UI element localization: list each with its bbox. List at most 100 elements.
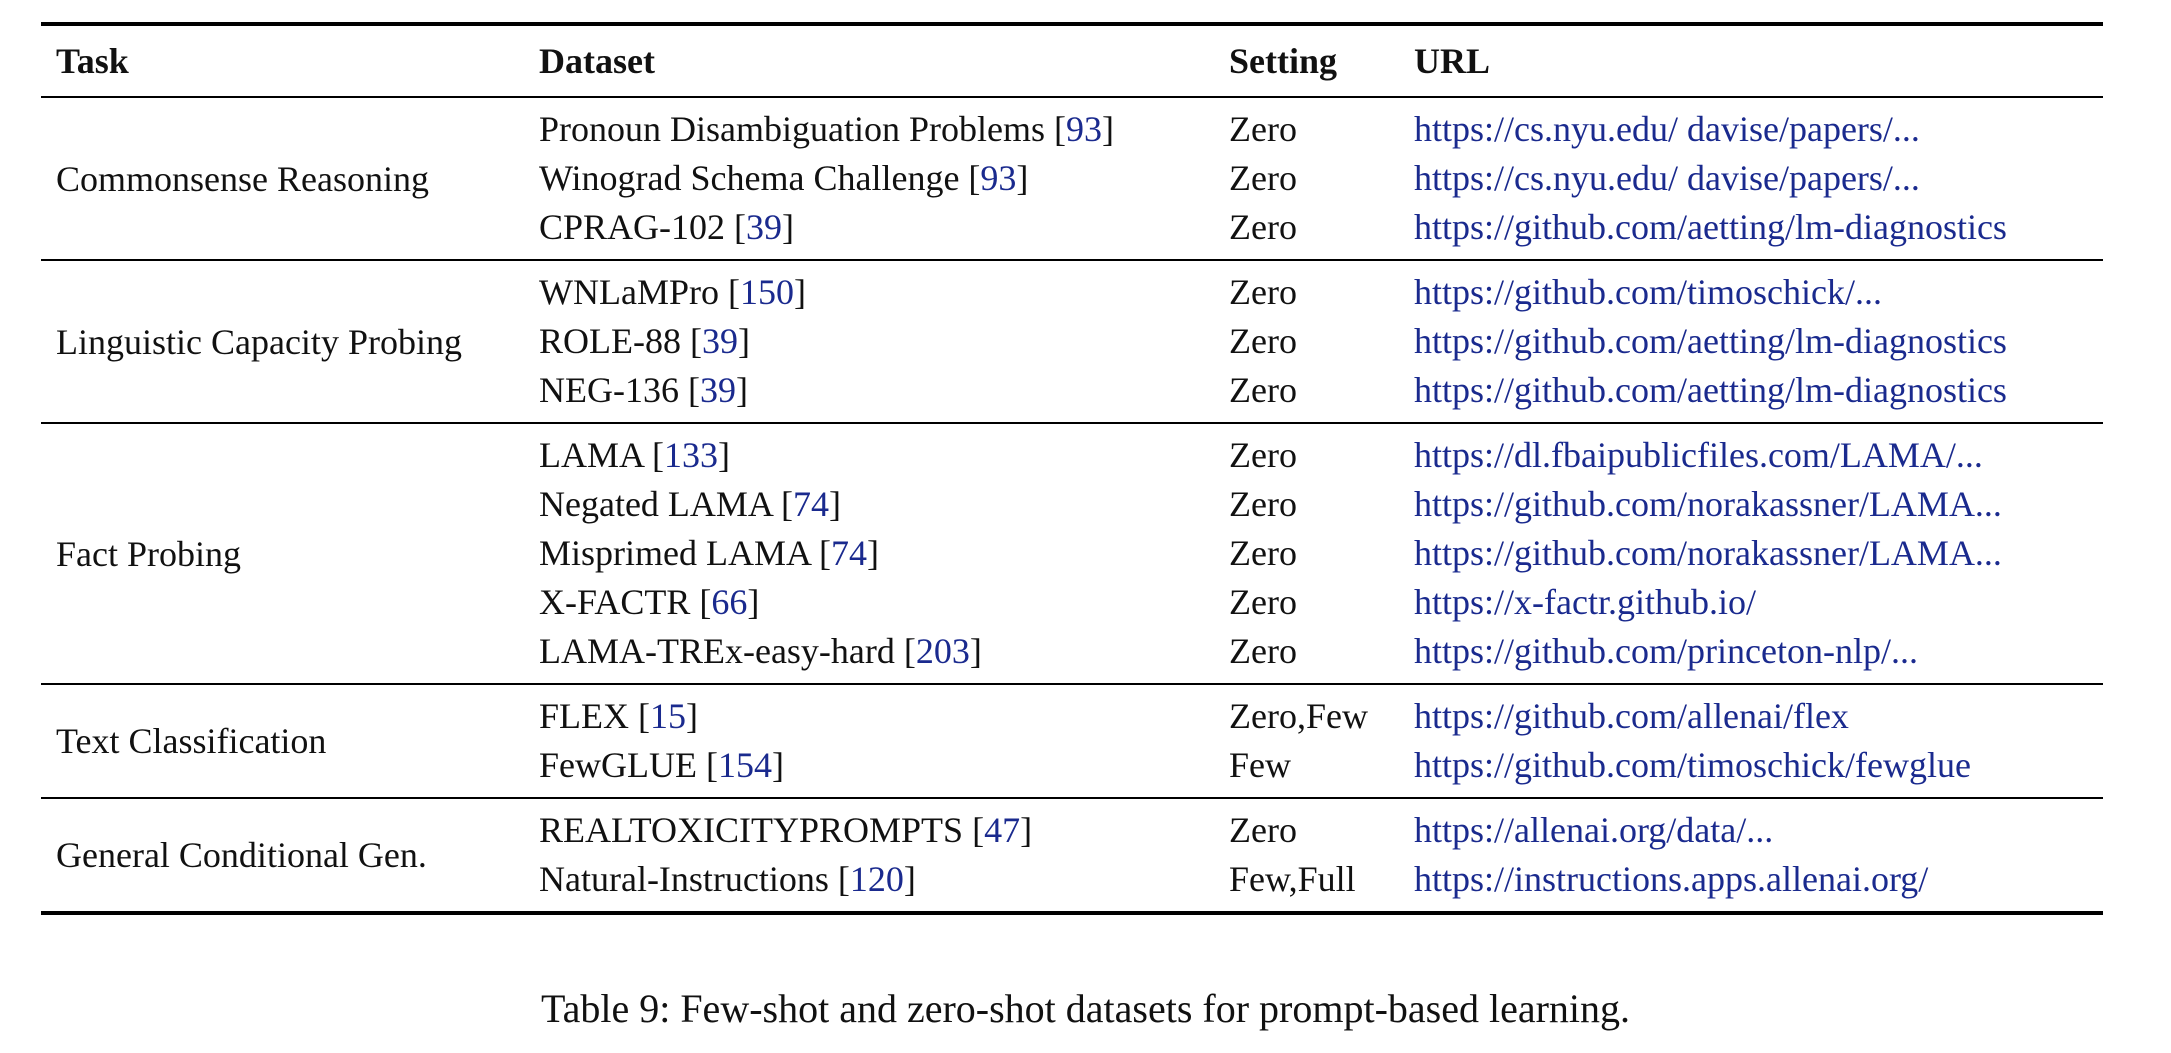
table-row: LAMA-TREx-easy-hard [203] Zero https://git… [41,626,2103,675]
citation-link[interactable]: 203 [915,631,970,671]
citation-link[interactable]: 120 [849,859,904,899]
url-link[interactable]: https://x-factr.github.io/ [1414,582,1756,622]
dataset-name: ROLE-88 [539,321,681,361]
citation-link[interactable]: 66 [711,582,748,622]
dataset-name: LAMA-TREx-easy-hard [539,631,895,671]
task-group: Commonsense Reasoning Pronoun Disambiguat… [41,98,2103,259]
setting-cell: Zero [1229,158,1297,198]
task-group: General Conditional Gen. REALTOXICITYPROM… [41,797,2103,911]
dataset-cell: Natural-Instructions [120] [539,859,916,899]
url-link[interactable]: https://cs.nyu.edu/ davise/papers/... [1414,109,1920,149]
task-label: Text Classification [56,721,327,761]
citation-link[interactable]: 154 [717,745,772,785]
citation-link[interactable]: 133 [664,435,719,475]
url-link[interactable]: https://dl.fbaipublicfiles.com/LAMA/... [1414,435,1983,475]
url-link[interactable]: https://cs.nyu.edu/ davise/papers/... [1414,158,1920,198]
table-row: FewGLUE [154] Few https://github.com/timos… [41,740,2103,789]
table-row: Pronoun Disambiguation Problems [93] Zero… [41,104,2103,153]
dataset-cell: WNLaMPro [150] [539,272,806,312]
header-task: Task [56,41,129,81]
setting-cell: Few,Full [1229,859,1356,899]
setting-cell: Few [1229,745,1291,785]
dataset-cell: NEG-136 [39] [539,370,748,410]
dataset-cell: Winograd Schema Challenge [93] [539,158,1029,198]
header-url: URL [1414,41,1491,81]
dataset-name: NEG-136 [539,370,679,410]
citation-link[interactable]: 93 [1066,109,1102,149]
url-link[interactable]: https://github.com/aetting/lm-diagnostic… [1414,370,2007,410]
citation-link[interactable]: 39 [699,370,736,410]
table-row: Natural-Instructions [120] Few,Full https:… [41,854,2103,903]
dataset-cell: FewGLUE [154] [539,745,784,785]
table-row: WNLaMPro [150] Zero https://github.com/tim… [41,267,2103,316]
dataset-cell: CPRAG-102 [39] [539,207,795,247]
dataset-name: Negated LAMA [539,484,772,524]
table-row: Winograd Schema Challenge [93] Zero https:… [41,153,2103,202]
dataset-cell: LAMA-TREx-easy-hard [203] [539,631,982,671]
url-link[interactable]: https://github.com/aetting/lm-diagnostic… [1414,321,2007,361]
dataset-name: CPRAG-102 [539,207,726,247]
setting-cell: Zero [1229,533,1297,573]
citation-link[interactable]: 15 [650,696,686,736]
table-row: NEG-136 [39] Zero https://github.com/aetti… [41,365,2103,414]
url-link[interactable]: https://instructions.apps.allenai.org/ [1414,859,1929,899]
setting-cell: Zero [1229,582,1297,622]
table-row: ROLE-88 [39] Zero https://github.com/aetti… [41,316,2103,365]
setting-cell: Zero [1229,272,1297,312]
task-group: Text Classification FLEX [15] Zero,Few http… [41,683,2103,797]
citation-link[interactable]: 39 [701,321,738,361]
url-link[interactable]: https://github.com/timoschick/fewglue [1414,745,1971,785]
dataset-name: X-FACTR [539,582,691,622]
setting-cell: Zero [1229,370,1297,410]
setting-cell: Zero [1229,207,1297,247]
task-group: Fact Probing LAMA [133] Zero https://dl.fba… [41,422,2103,683]
url-link[interactable]: https://github.com/princeton-nlp/... [1414,631,1918,671]
table-row: REALTOXICITYPROMPTS [47] Zero https://alle… [41,805,2103,854]
url-link[interactable]: https://github.com/allenai/flex [1414,696,1849,736]
dataset-cell: ROLE-88 [39] [539,321,750,361]
dataset-cell: X-FACTR [66] [539,582,760,622]
setting-cell: Zero [1229,631,1297,671]
dataset-name: Natural-Instructions [539,859,829,899]
task-label: Commonsense Reasoning [56,158,429,199]
citation-link[interactable]: 47 [984,810,1021,850]
task-group: Linguistic Capacity Probing WNLaMPro [150… [41,259,2103,422]
dataset-name: Pronoun Disambiguation Problems [539,109,1045,149]
dataset-name: FLEX [539,696,629,736]
dataset-name: Winograd Schema Challenge [539,158,960,198]
setting-cell: Zero [1229,810,1297,850]
dataset-cell: LAMA [133] [539,435,731,475]
dataset-cell: Negated LAMA [74] [539,484,841,524]
dataset-cell: Misprimed LAMA [74] [539,533,880,573]
citation-link[interactable]: 150 [739,272,794,312]
task-label: Linguistic Capacity Probing [56,321,462,362]
url-link[interactable]: https://github.com/aetting/lm-diagnostic… [1414,207,2007,247]
setting-cell: Zero [1229,321,1297,361]
table-row: X-FACTR [66] Zero https://x-factr.github.i… [41,577,2103,626]
citation-link[interactable]: 93 [980,158,1017,198]
dataset-name: Misprimed LAMA [539,533,811,573]
datasets-table: Task Dataset Setting URL Commonsense Rea… [41,22,2103,915]
table-caption: Table 9: Few-shot and zero-shot datasets… [540,986,1631,1031]
setting-cell: Zero [1229,484,1297,524]
setting-cell: Zero [1229,109,1297,149]
task-label: Fact Probing [56,533,241,574]
dataset-cell: REALTOXICITYPROMPTS [47] [539,810,1033,850]
dataset-cell: Pronoun Disambiguation Problems [93] [539,109,1114,149]
url-link[interactable]: https://github.com/norakassner/LAMA... [1414,484,2002,524]
dataset-name: LAMA [539,435,644,475]
table-row: CPRAG-102 [39] Zero https://github.com/aet… [41,202,2103,251]
url-link[interactable]: https://github.com/norakassner/LAMA... [1414,533,2002,573]
dataset-name: WNLaMPro [539,272,719,312]
url-link[interactable]: https://github.com/timoschick/... [1414,272,1882,312]
table-row: LAMA [133] Zero https://dl.fbaipublicfiles… [41,430,2103,479]
setting-cell: Zero [1229,435,1297,475]
citation-link[interactable]: 74 [792,484,829,524]
setting-cell: Zero,Few [1229,696,1368,736]
dataset-name: FewGLUE [539,745,697,785]
table-header: Task Dataset Setting URL [41,26,2103,98]
url-link[interactable]: https://allenai.org/data/... [1414,810,1774,850]
citation-link[interactable]: 74 [831,533,868,573]
citation-link[interactable]: 39 [746,207,783,247]
table-row: Negated LAMA [74] Zero https://github.com/… [41,479,2103,528]
